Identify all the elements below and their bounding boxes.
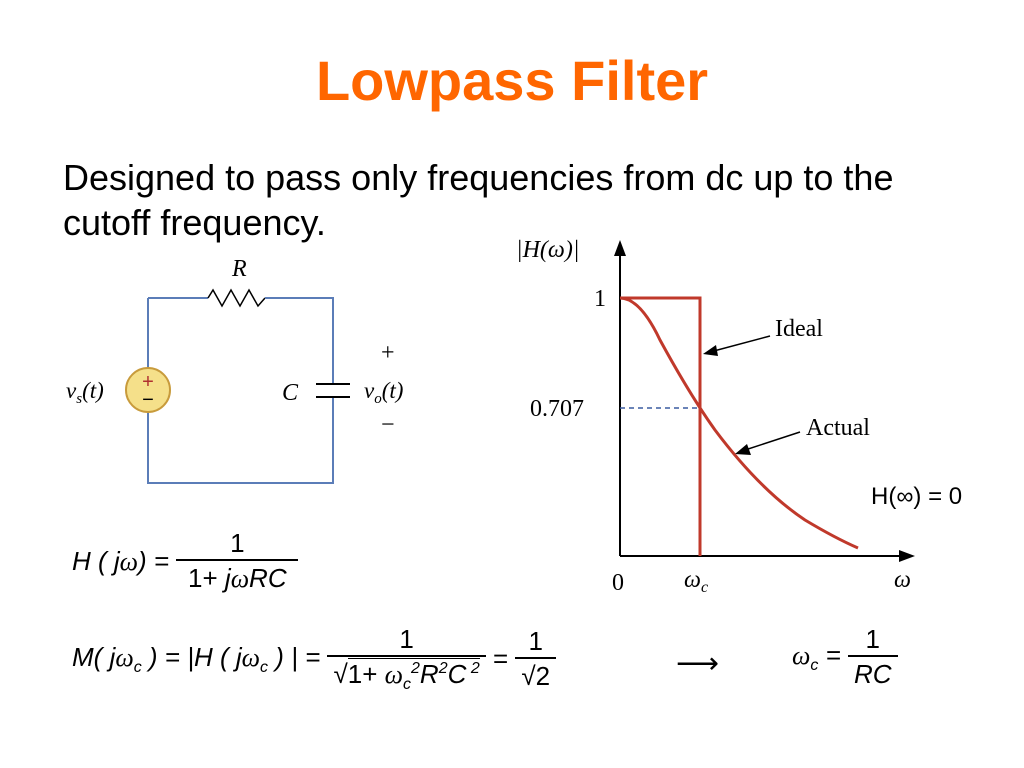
- actual-pointer-arrowhead: [735, 444, 751, 455]
- equals-sign: =: [492, 643, 509, 674]
- x-axis-arrowhead: [899, 550, 915, 562]
- actual-response-curve: [619, 296, 859, 550]
- y-tick-0707: 0.707: [530, 396, 584, 422]
- ideal-response-curve: [620, 296, 702, 556]
- magnitude-equation: M( jωc ) = |H ( jωc ) | = 1 √1+ ωc2R2C 2…: [72, 624, 557, 694]
- output-plus-sign: +: [381, 340, 395, 366]
- wire-top-right: [265, 297, 334, 383]
- x-tick-omega-c: ωc: [684, 567, 708, 596]
- output-minus-sign: −: [381, 412, 395, 438]
- h-infinity-note: H(∞) = 0: [871, 483, 962, 510]
- wire-right-bottom: [147, 398, 334, 484]
- rhs-denominator: √2: [515, 657, 557, 692]
- source-minus-sign: −: [142, 389, 154, 411]
- ideal-pointer-arrowhead: [703, 345, 718, 356]
- x-axis-label: ω: [894, 567, 911, 593]
- transfer-numerator: 1: [230, 528, 245, 558]
- ideal-pointer-line: [709, 335, 771, 353]
- source-voltage-label: vs(t): [66, 378, 104, 407]
- ideal-label: Ideal: [775, 316, 823, 342]
- slide-title: Lowpass Filter: [315, 49, 709, 112]
- y-tick-1: 1: [594, 286, 606, 312]
- capacitor-label: C: [282, 380, 299, 406]
- result-denominator: RC: [848, 655, 898, 690]
- y-axis-arrowhead: [614, 240, 626, 256]
- y-axis-label: |H(ω)|: [516, 237, 579, 263]
- resistor-symbol: [207, 288, 266, 308]
- voltage-source-icon: [125, 367, 171, 413]
- magnitude-numerator: 1: [399, 624, 414, 654]
- slide-body-text: Designed to pass only frequencies from d…: [63, 157, 894, 243]
- actual-pointer-line: [741, 431, 801, 452]
- actual-label: Actual: [806, 415, 870, 441]
- x-tick-0: 0: [612, 570, 624, 596]
- transfer-function-equation: H ( jω) = 1 1+ jωRC: [72, 528, 299, 594]
- source-plus-sign: +: [142, 371, 154, 393]
- output-voltage-label: vo(t): [364, 378, 403, 407]
- result-numerator: 1: [865, 624, 881, 654]
- implies-arrow-icon: ⟶: [676, 647, 720, 680]
- rhs-numerator: 1: [528, 626, 543, 656]
- resistor-label: R: [231, 256, 247, 282]
- cutoff-frequency-equation: ωc = 1 RC: [792, 624, 898, 690]
